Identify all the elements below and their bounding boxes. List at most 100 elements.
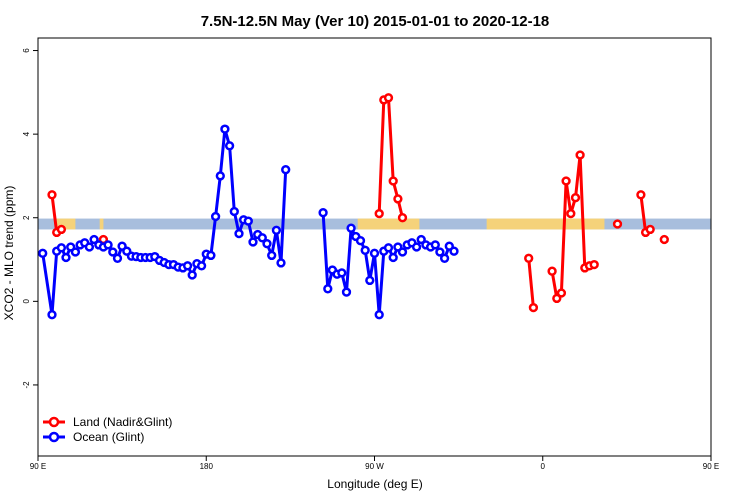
y-tick-label: 6 (22, 48, 31, 53)
data-point (210, 211, 221, 222)
data-point (196, 261, 207, 271)
legend-marker (48, 431, 60, 443)
plot-frame (37, 37, 712, 457)
data-point (589, 259, 599, 270)
series-ocean (38, 124, 459, 320)
data-point (318, 208, 328, 218)
data-point (374, 310, 384, 320)
data-point (439, 253, 450, 263)
data-point (346, 223, 356, 233)
land-mask (56, 218, 605, 230)
data-point (229, 206, 239, 217)
data-point (383, 93, 394, 103)
data-point (556, 288, 567, 298)
data-point (524, 253, 534, 263)
legend-label: Ocean (Glint) (73, 430, 144, 444)
x-tick-label: 90 W (365, 462, 384, 471)
data-point (112, 253, 123, 263)
data-point (575, 150, 585, 160)
chart-title: 7.5N-12.5N May (Ver 10) 2015-01-01 to 20… (201, 13, 550, 30)
y-tick-label: 4 (22, 131, 31, 136)
data-point (56, 243, 67, 253)
x-tick-label: 0 (541, 462, 546, 471)
data-point (257, 233, 267, 243)
data-point (374, 208, 384, 219)
data-point (636, 190, 646, 200)
land-segment (56, 218, 76, 230)
data-point (547, 266, 557, 276)
y-tick-label: -2 (22, 381, 31, 389)
data-point (659, 234, 669, 245)
data-point (182, 261, 193, 271)
data-point (89, 234, 99, 245)
data-point (341, 287, 352, 297)
data-point (276, 258, 286, 268)
data-point (393, 194, 403, 204)
data-point (570, 193, 581, 203)
data-point (61, 252, 71, 263)
data-point (224, 141, 235, 151)
data-point (47, 310, 57, 320)
data-point (645, 224, 655, 235)
y-tick-label: 0 (22, 299, 31, 304)
data-point (355, 236, 366, 246)
data-point (103, 240, 113, 250)
data-point (552, 293, 562, 304)
legend-label: Land (Nadir&Glint) (73, 415, 172, 429)
data-point (70, 247, 81, 257)
legend-entry: Ocean (Glint) (43, 430, 144, 444)
data-point (416, 234, 426, 245)
data-point (561, 176, 571, 186)
data-point (397, 213, 408, 223)
data-point (56, 224, 67, 235)
y-axis-label: XCO2 - MLO trend (ppm) (2, 186, 16, 321)
data-point (369, 248, 380, 258)
series-line (527, 258, 535, 308)
data-point (430, 240, 440, 250)
y-tick-label: 2 (22, 215, 31, 220)
data-point (388, 252, 398, 263)
data-point (215, 171, 225, 181)
legend-entry: Land (Nadir&Glint) (43, 415, 172, 429)
data-point (271, 225, 282, 235)
data-point (449, 246, 459, 256)
x-axis: 90 E 180 90 W 0 90 E (30, 456, 719, 471)
data-point (365, 275, 375, 286)
data-point (388, 176, 398, 186)
land-segment (486, 218, 605, 230)
x-tick-label: 90 E (30, 462, 46, 471)
data-point (234, 228, 244, 239)
data-point (612, 219, 623, 229)
data-point (360, 245, 370, 255)
data-point (397, 247, 408, 257)
y-axis: -2 0 2 4 6 (22, 48, 38, 389)
data-point (267, 250, 277, 261)
data-point (383, 243, 394, 253)
series-layer (38, 93, 669, 320)
data-point (243, 216, 253, 226)
data-point (187, 270, 197, 280)
data-point (84, 242, 95, 252)
data-point (435, 247, 445, 257)
data-point (281, 165, 291, 175)
data-point (411, 242, 422, 252)
data-point (47, 190, 57, 200)
data-point (38, 248, 48, 258)
data-point (528, 302, 539, 313)
data-point (323, 284, 333, 294)
land-segment (99, 218, 104, 230)
legend: Land (Nadir&Glint)Ocean (Glint) (43, 415, 172, 444)
data-point (248, 237, 258, 247)
land-segment (357, 218, 420, 230)
data-point (337, 268, 347, 278)
data-point (108, 247, 118, 257)
data-point (262, 239, 272, 249)
legend-marker (48, 416, 60, 428)
x-tick-label: 180 (200, 462, 214, 471)
data-point (220, 124, 230, 134)
x-axis-label: Longitude (deg E) (327, 477, 422, 491)
data-point (566, 208, 576, 219)
series-land (47, 93, 669, 313)
data-point (206, 250, 216, 261)
